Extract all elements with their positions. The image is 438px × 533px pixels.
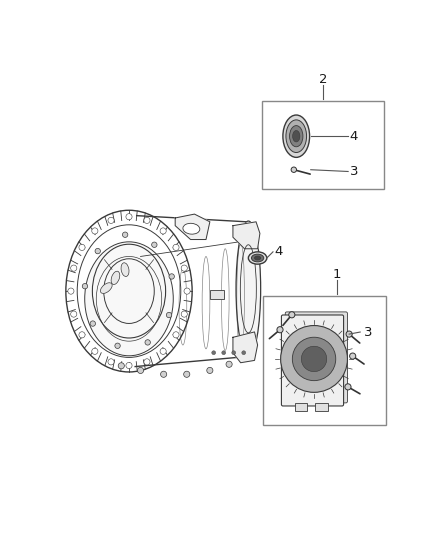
Circle shape <box>232 351 236 354</box>
Ellipse shape <box>283 115 310 157</box>
Circle shape <box>289 312 295 318</box>
Circle shape <box>123 232 128 237</box>
Ellipse shape <box>85 242 173 356</box>
Bar <box>210 289 224 299</box>
Bar <box>315 403 328 410</box>
Ellipse shape <box>290 126 303 147</box>
Circle shape <box>95 248 100 254</box>
Bar <box>263 296 386 425</box>
Ellipse shape <box>236 221 261 357</box>
Circle shape <box>184 288 190 294</box>
Circle shape <box>292 337 336 381</box>
Circle shape <box>166 312 172 318</box>
Polygon shape <box>233 332 258 363</box>
Circle shape <box>181 311 187 317</box>
Circle shape <box>281 326 347 392</box>
FancyBboxPatch shape <box>285 312 347 403</box>
Circle shape <box>126 214 132 220</box>
Circle shape <box>207 367 213 374</box>
Circle shape <box>79 244 85 251</box>
Text: 2: 2 <box>319 73 327 86</box>
Circle shape <box>277 327 283 333</box>
Circle shape <box>90 321 95 326</box>
Text: 3: 3 <box>364 326 372 338</box>
Circle shape <box>184 371 190 377</box>
Circle shape <box>145 340 150 345</box>
Circle shape <box>126 362 132 369</box>
Ellipse shape <box>248 252 267 264</box>
Circle shape <box>82 284 88 289</box>
Circle shape <box>212 351 215 354</box>
Circle shape <box>152 242 157 247</box>
Circle shape <box>108 359 114 365</box>
Circle shape <box>92 228 98 234</box>
Circle shape <box>79 332 85 338</box>
Circle shape <box>68 288 74 294</box>
Circle shape <box>160 348 166 354</box>
Ellipse shape <box>286 120 307 152</box>
Ellipse shape <box>293 131 300 142</box>
Circle shape <box>350 353 356 359</box>
Text: 4: 4 <box>350 130 358 143</box>
Circle shape <box>301 346 327 372</box>
Circle shape <box>173 244 179 251</box>
Circle shape <box>144 359 150 365</box>
Ellipse shape <box>100 282 112 294</box>
Ellipse shape <box>121 263 129 277</box>
Circle shape <box>226 361 232 367</box>
Circle shape <box>181 265 187 271</box>
Circle shape <box>138 367 144 374</box>
Bar <box>294 403 307 410</box>
Circle shape <box>160 228 166 234</box>
Circle shape <box>71 311 77 317</box>
Circle shape <box>118 363 124 369</box>
Circle shape <box>92 348 98 354</box>
Ellipse shape <box>111 271 120 285</box>
Text: 1: 1 <box>333 268 341 281</box>
Circle shape <box>222 351 226 354</box>
Bar <box>262 101 384 189</box>
Polygon shape <box>175 214 210 239</box>
Text: 4: 4 <box>275 245 283 259</box>
Circle shape <box>346 331 352 337</box>
Circle shape <box>115 343 120 349</box>
Circle shape <box>345 384 351 390</box>
Circle shape <box>161 371 167 377</box>
Ellipse shape <box>251 254 264 262</box>
Circle shape <box>144 217 150 223</box>
Circle shape <box>173 332 179 338</box>
Ellipse shape <box>183 223 200 234</box>
Text: 3: 3 <box>350 165 358 178</box>
Circle shape <box>169 274 174 279</box>
Circle shape <box>291 167 297 172</box>
Circle shape <box>71 265 77 271</box>
Circle shape <box>242 351 246 354</box>
Polygon shape <box>233 222 260 249</box>
Ellipse shape <box>254 256 261 260</box>
Circle shape <box>108 217 114 223</box>
FancyBboxPatch shape <box>282 315 343 406</box>
